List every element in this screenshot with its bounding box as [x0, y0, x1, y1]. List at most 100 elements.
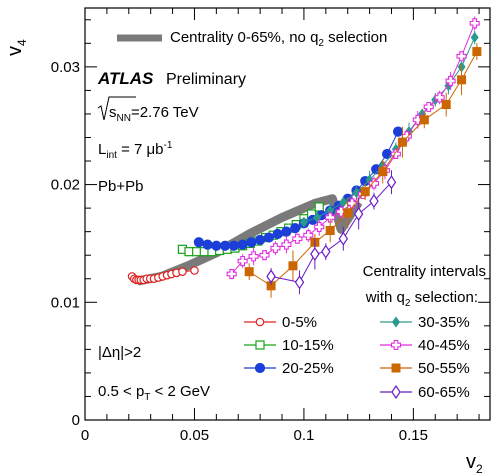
- sqrt-sign: [97, 96, 136, 121]
- preliminary-label: Preliminary: [166, 71, 246, 88]
- legend-label: 0-5%: [282, 314, 317, 331]
- x-tick-label: 0.05: [180, 427, 209, 444]
- pt-cut: 0.5 < pT < 2 GeV: [98, 383, 210, 403]
- legend-entry-30-35%: 30-35%: [380, 314, 470, 331]
- legend-entry-10-15%: 10-15%: [244, 337, 334, 354]
- band-legend-label: Centrality 0-65%, no q2 selection: [170, 29, 387, 49]
- lumi-main: L: [98, 141, 106, 158]
- plot-frame: [84, 7, 491, 421]
- series-20-25%: [193, 126, 404, 251]
- series-0-5%: [127, 266, 199, 285]
- data-point: [325, 225, 335, 235]
- svg-text:sNN=2.76 TeV: sNN=2.76 TeV: [109, 104, 199, 124]
- data-point: [270, 243, 281, 254]
- data-point: [237, 256, 248, 267]
- data-point: [469, 18, 480, 29]
- legend-label: 30-35%: [418, 314, 470, 331]
- data-point: [254, 362, 266, 374]
- legend-entry-20-25%: 20-25%: [244, 360, 334, 377]
- pt-cut-sub: T: [144, 392, 150, 403]
- data-point: [456, 51, 467, 62]
- data-point: [392, 126, 404, 137]
- x-tick-label: 0: [81, 427, 89, 444]
- data-point: [343, 208, 353, 218]
- legend-label: 60-65%: [418, 384, 470, 401]
- data-point: [390, 339, 402, 351]
- data-point: [266, 269, 276, 284]
- data-point: [292, 233, 303, 244]
- data-point: [434, 92, 445, 103]
- legend-title-2-sub: 2: [405, 298, 411, 309]
- pt-cut-pre: 0.5 < p: [98, 383, 144, 400]
- x-axis-label-sub: 2: [476, 462, 483, 476]
- data-point: [392, 316, 400, 328]
- data-point: [314, 202, 324, 212]
- data-point: [299, 216, 308, 228]
- data-point: [336, 206, 347, 217]
- series-50-55%: [244, 43, 482, 298]
- data-point: [248, 251, 259, 262]
- plot-border: [84, 7, 491, 421]
- data-point: [272, 228, 283, 240]
- data-point: [184, 247, 194, 257]
- data-point: [445, 75, 456, 87]
- lumi-value: = 7 μb: [117, 141, 164, 158]
- legend-entry-60-65%: 60-65%: [380, 384, 470, 401]
- collision-system: Pb+Pb: [98, 178, 143, 195]
- data-point: [419, 115, 429, 125]
- y-tick-label: 0.02: [51, 177, 80, 194]
- series-line: [248, 51, 478, 287]
- data-point: [397, 137, 407, 147]
- sqrt-s-sub: NN: [117, 113, 131, 124]
- data-point: [423, 101, 434, 112]
- band-legend-label-sub: 2: [318, 38, 324, 49]
- data-point: [338, 231, 349, 246]
- data-point: [178, 267, 187, 276]
- data-point: [294, 275, 305, 290]
- legend-title-2-post: selection:: [410, 289, 478, 306]
- pt-cut-post: < 2 GeV: [150, 383, 210, 400]
- x-tick-label: 0.1: [293, 427, 314, 444]
- x-tick-label: 0.15: [399, 427, 428, 444]
- axes: 0 0.05 0.1 0.15 0 0.01 0.02 0.03: [51, 8, 490, 444]
- data-point: [382, 148, 393, 160]
- data-point: [441, 100, 451, 110]
- data-point: [220, 240, 231, 251]
- data-point: [290, 223, 301, 234]
- data-point: [391, 384, 401, 400]
- data-point: [368, 178, 380, 189]
- data-point: [470, 31, 479, 43]
- data-point: [360, 187, 370, 197]
- data-point: [386, 175, 397, 190]
- data-point: [303, 230, 314, 241]
- data-point: [244, 267, 254, 277]
- data-point: [281, 239, 292, 250]
- data-point: [457, 75, 467, 85]
- data-point: [263, 232, 274, 243]
- legend-label: 20-25%: [282, 360, 334, 377]
- data-point: [266, 281, 276, 291]
- data-point: [281, 226, 292, 237]
- data-point: [255, 234, 266, 245]
- data-point: [226, 268, 237, 280]
- data-point: [472, 47, 482, 57]
- x-axis-label: v2: [466, 451, 483, 476]
- legend-entry-40-45%: 40-45%: [380, 337, 470, 354]
- data-point: [310, 246, 320, 262]
- legend-title-1: Centrality intervals: [363, 263, 486, 280]
- data-point: [353, 206, 364, 222]
- sqrt-s-value: =2.76 TeV: [131, 104, 199, 121]
- data-point: [211, 240, 222, 251]
- data-point: [390, 148, 401, 160]
- data-point: [202, 239, 213, 250]
- series-60-65%: [266, 170, 397, 295]
- y-axis-label-sub: 4: [15, 39, 29, 46]
- data-point: [237, 239, 248, 250]
- sqrt-s-main: s: [109, 104, 117, 121]
- eta-cut: |Δη|>2: [98, 344, 141, 361]
- legend-entry-0-5%: 0-5%: [244, 314, 317, 331]
- y-axis-label: v4: [4, 39, 29, 56]
- data-point: [190, 266, 199, 275]
- data-point: [246, 237, 257, 248]
- data-point: [321, 244, 331, 259]
